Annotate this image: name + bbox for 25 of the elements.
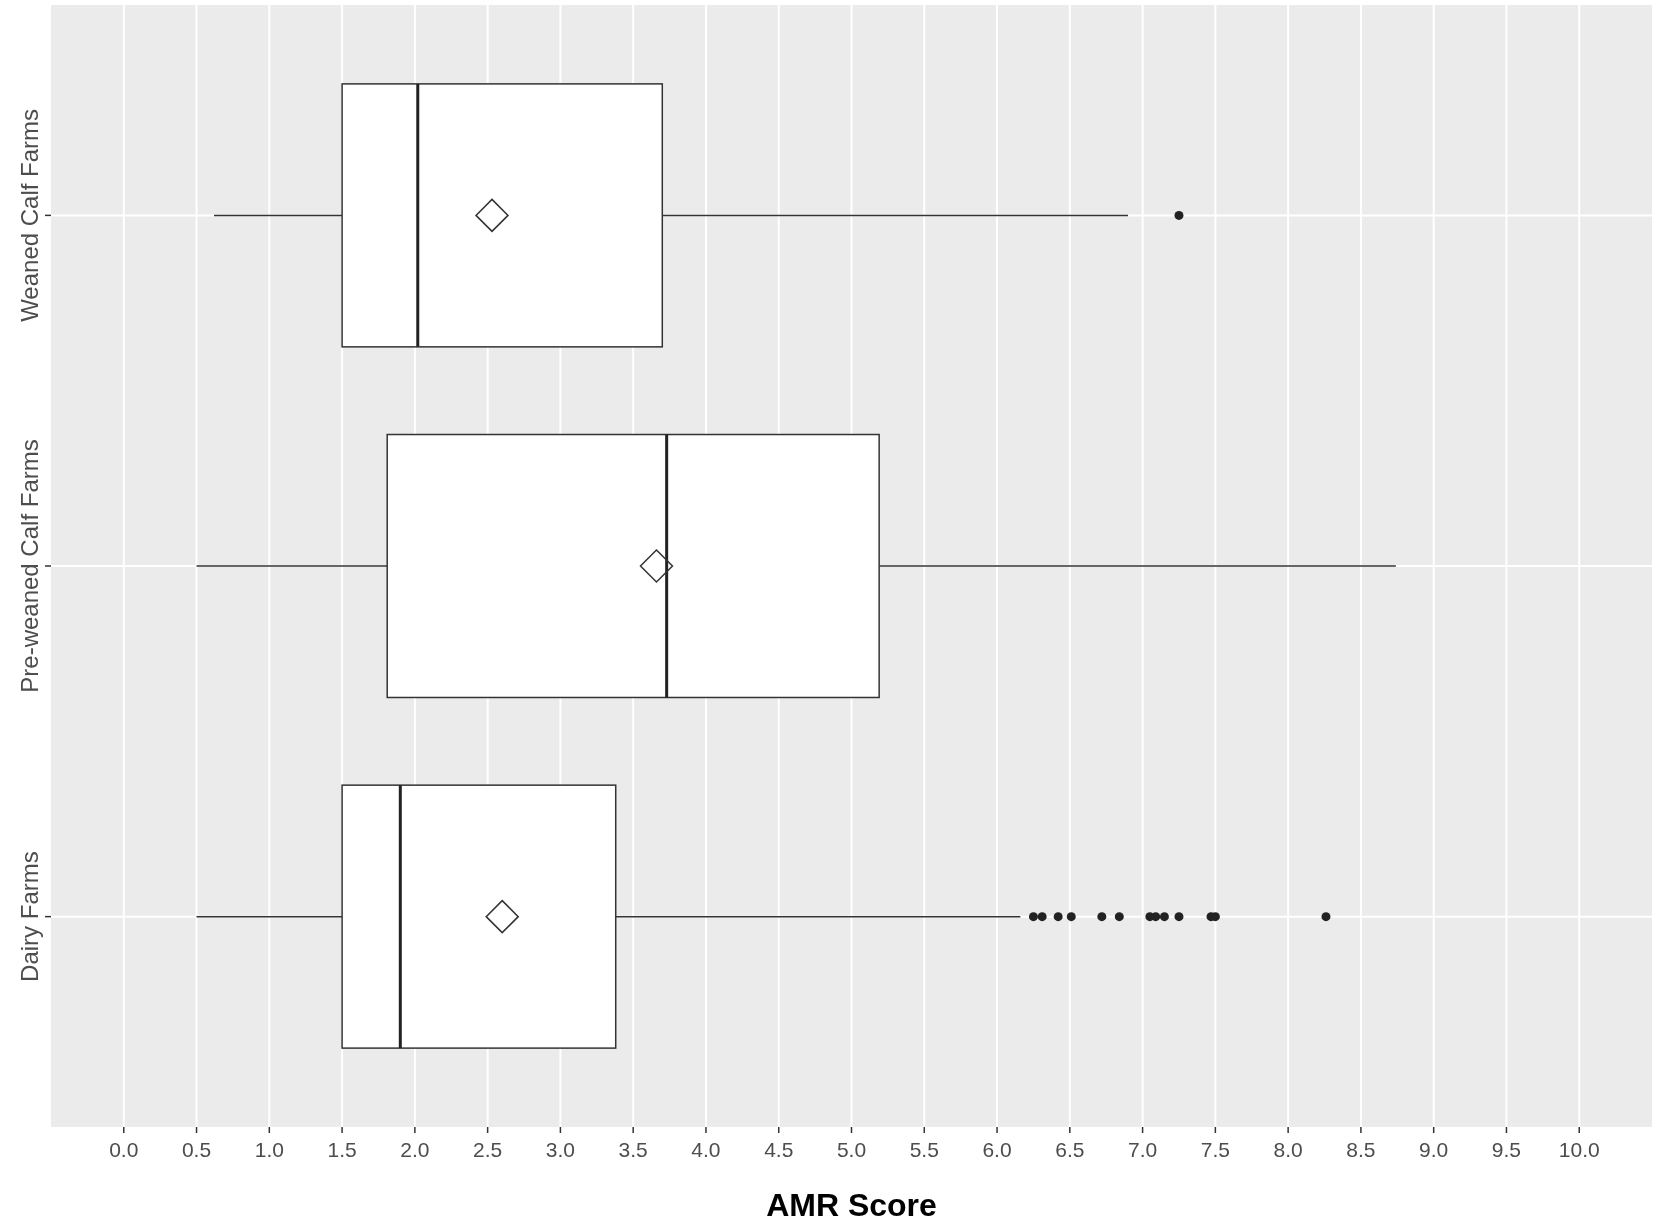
x-tick-label: 6.5 xyxy=(1055,1138,1085,1161)
x-tick-label: 8.5 xyxy=(1346,1138,1376,1161)
y-tick-label: Pre-weaned Calf Farms xyxy=(16,439,43,693)
x-tick-label: 7.5 xyxy=(1200,1138,1230,1161)
x-tick-label: 2.0 xyxy=(400,1138,430,1161)
x-tick-label: 9.5 xyxy=(1491,1138,1522,1161)
x-tick-label: 5.0 xyxy=(836,1138,867,1161)
x-tick-label: 0.5 xyxy=(181,1138,212,1161)
x-tick-label: 4.0 xyxy=(691,1138,721,1161)
x-tick-label: 1.5 xyxy=(327,1138,357,1161)
x-tick-label: 2.5 xyxy=(473,1138,503,1161)
x-tick-label: 4.5 xyxy=(764,1138,794,1161)
x-axis-title: AMR Score xyxy=(766,1187,937,1223)
x-tick-label: 10.0 xyxy=(1558,1138,1600,1161)
x-tick-label: 0.0 xyxy=(109,1138,139,1161)
x-tick-label: 6.0 xyxy=(982,1138,1012,1161)
y-tick-label: Dairy Farms xyxy=(16,851,43,982)
y-tick-label: Weaned Calf Farms xyxy=(16,108,43,322)
x-tick-label: 3.0 xyxy=(545,1138,576,1161)
x-tick-label: 9.0 xyxy=(1419,1138,1449,1161)
x-tick-label: 3.5 xyxy=(618,1138,648,1161)
x-tick-label: 7.0 xyxy=(1127,1138,1158,1161)
x-tick-label: 8.0 xyxy=(1273,1138,1303,1161)
x-tick-label: 5.5 xyxy=(909,1138,939,1161)
x-tick-label: 1.0 xyxy=(254,1138,284,1161)
